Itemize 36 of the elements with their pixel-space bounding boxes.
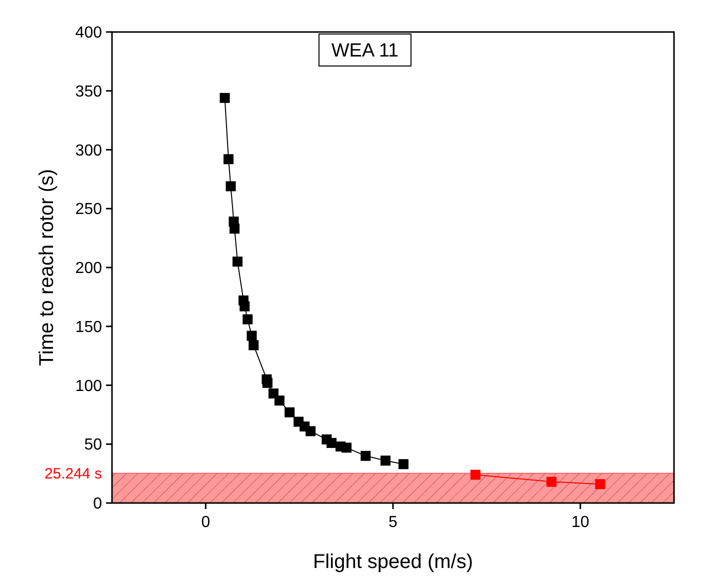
y-tick-label: 50 [84, 436, 102, 454]
point [248, 340, 259, 350]
point [306, 426, 316, 436]
y-axis-title: Time to reach rotor (s) [36, 168, 58, 366]
point [230, 224, 240, 234]
y-tick-label: 400 [75, 24, 102, 42]
point [470, 470, 480, 480]
point [220, 92, 230, 103]
point [398, 459, 408, 470]
point [262, 378, 272, 388]
y-tick-label: 200 [75, 260, 102, 278]
y-tick-label: 300 [75, 142, 102, 160]
point [226, 181, 236, 192]
x-axis-title: Flight speed (m/s) [312, 551, 474, 573]
y-tick-label: 100 [75, 378, 102, 395]
point [595, 479, 606, 490]
point [224, 154, 234, 164]
point [380, 456, 391, 466]
x-tick-label: 10 [571, 514, 590, 531]
point [284, 407, 295, 418]
point [232, 256, 243, 267]
band-label: 25.244 s [44, 466, 102, 483]
y-tick-label: 150 [75, 318, 102, 336]
point [242, 314, 253, 324]
point [360, 450, 371, 461]
y-tick-label: 350 [75, 83, 102, 100]
y-tick-label: 0 [93, 496, 102, 513]
text: WEA 11 [331, 40, 399, 62]
point [240, 301, 250, 312]
y-tick-label: 250 [75, 201, 102, 218]
point [274, 396, 284, 406]
x-tick-label: 5 [388, 514, 398, 531]
point [246, 330, 257, 341]
point [342, 442, 352, 453]
point [546, 476, 556, 487]
x-tick-label: 0 [201, 514, 210, 531]
